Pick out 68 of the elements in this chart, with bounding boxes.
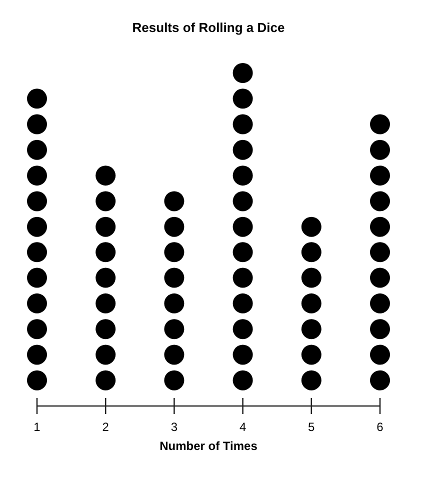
point — [370, 114, 390, 134]
point — [96, 191, 116, 212]
x-tick-label: 3 — [170, 420, 178, 434]
point — [27, 293, 47, 314]
point — [96, 242, 116, 262]
point — [232, 293, 253, 314]
point — [164, 191, 184, 212]
point — [164, 319, 184, 340]
point — [27, 166, 47, 186]
point — [232, 344, 253, 365]
point — [232, 63, 253, 83]
point — [370, 166, 390, 186]
point — [164, 268, 184, 288]
point — [301, 216, 322, 237]
point — [301, 242, 322, 262]
point — [27, 242, 47, 262]
point — [232, 166, 253, 186]
point — [301, 319, 322, 340]
point — [27, 191, 47, 212]
point — [370, 319, 390, 340]
point — [370, 216, 390, 237]
point — [27, 216, 47, 237]
point — [96, 268, 116, 288]
point — [232, 191, 253, 212]
point — [232, 88, 253, 109]
point — [232, 319, 253, 340]
point — [27, 268, 47, 288]
point — [301, 293, 322, 314]
point — [96, 166, 116, 186]
point — [301, 268, 322, 288]
point — [370, 344, 390, 365]
point — [27, 370, 47, 390]
x-tick-label: 4 — [239, 420, 246, 434]
x-tick-label: 5 — [308, 420, 316, 434]
point — [164, 370, 184, 390]
point — [301, 370, 322, 390]
point — [370, 370, 390, 390]
x-tick-label: 6 — [376, 420, 384, 434]
point — [27, 319, 47, 340]
point — [164, 242, 184, 262]
point — [27, 344, 47, 365]
point — [370, 268, 390, 288]
point — [232, 242, 253, 262]
point — [96, 370, 116, 390]
point — [301, 344, 322, 365]
point — [232, 114, 253, 134]
x-axis-title: Number of Times — [160, 439, 258, 453]
x-tick-label: 2 — [102, 420, 110, 434]
point — [96, 344, 116, 365]
chart-title: Results of Rolling a Dice — [132, 20, 285, 35]
point — [27, 88, 47, 109]
x-tick-label: 1 — [34, 420, 41, 434]
point — [232, 268, 253, 288]
point — [164, 344, 184, 365]
point — [370, 293, 390, 314]
point — [370, 191, 390, 212]
point — [232, 216, 253, 237]
point — [96, 216, 116, 237]
point — [96, 293, 116, 314]
point — [370, 242, 390, 262]
point — [370, 140, 390, 160]
point — [27, 114, 47, 134]
point — [164, 216, 184, 237]
point — [232, 140, 253, 160]
point — [27, 140, 47, 160]
point — [164, 293, 184, 314]
point — [232, 370, 253, 390]
point — [96, 319, 116, 340]
